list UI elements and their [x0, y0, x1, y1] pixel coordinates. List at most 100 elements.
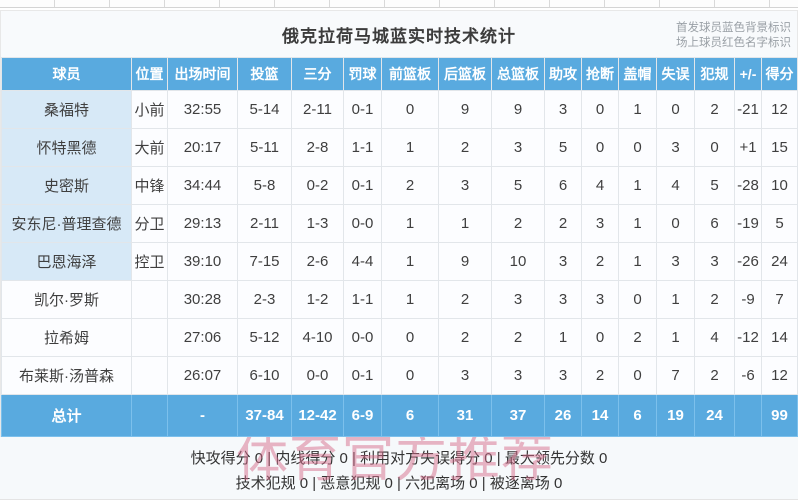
totals-cell: 6-9 [343, 394, 382, 437]
stat-cell: 20:17 [167, 128, 238, 167]
stat-cell [131, 280, 168, 319]
stat-cell: 1 [618, 204, 657, 243]
column-header-fg: 投篮 [237, 57, 292, 91]
player-row: 巴恩海泽 控卫 39:10 7-15 2-6 4-4 1 9 10 3 2 1 … [1, 242, 798, 281]
player-name: 布莱斯·汤普森 [1, 356, 132, 395]
player-row: 怀特黑德 大前 20:17 5-11 2-8 1-1 1 2 3 5 0 0 3… [1, 128, 798, 167]
stat-cell: 3 [491, 128, 545, 167]
player-name: 巴恩海泽 [1, 242, 132, 281]
stat-cell: 32:55 [167, 90, 238, 129]
player-row: 拉希姆 27:06 5-12 4-10 0-0 0 2 2 1 0 2 1 4 … [1, 318, 798, 357]
stat-cell: 0-0 [343, 318, 382, 357]
stat-cell: 3 [656, 242, 695, 281]
totals-row: 总计 - 37-84 12-42 6-9 6 31 37 26 14 6 19 … [1, 394, 798, 437]
stat-cell: 5 [694, 166, 735, 205]
stat-cell [131, 356, 168, 395]
stat-cell: 1 [438, 204, 492, 243]
stat-cell: 30:28 [167, 280, 238, 319]
stat-cell: 0 [381, 356, 439, 395]
stat-cell: 7 [761, 280, 798, 319]
stat-cell: -19 [734, 204, 762, 243]
stat-cell: 4 [694, 318, 735, 357]
stat-cell: 3 [544, 280, 582, 319]
stat-cell [131, 318, 168, 357]
totals-cell: 6 [618, 394, 657, 437]
stat-cell: 0 [618, 128, 657, 167]
stat-cell: 0 [694, 128, 735, 167]
stat-cell: 大前 [131, 128, 168, 167]
header-row: 球员 位置 出场时间 投篮 三分 罚球 前篮板 后篮板 总篮板 助攻 抢断 盖帽… [1, 57, 798, 91]
totals-cell [734, 394, 762, 437]
stat-cell: 24 [761, 242, 798, 281]
totals-cell: 26 [544, 394, 582, 437]
stat-cell: 2 [694, 356, 735, 395]
totals-cell: 37 [491, 394, 545, 437]
stat-cell: 6 [544, 166, 582, 205]
stat-cell: 7 [656, 356, 695, 395]
totals-cell: 24 [694, 394, 735, 437]
stat-cell: 1 [544, 318, 582, 357]
stat-cell: 2-11 [291, 90, 344, 129]
stat-cell: 0 [618, 280, 657, 319]
stat-cell: 0 [381, 318, 439, 357]
stat-cell: 26:07 [167, 356, 238, 395]
stat-cell: 2-3 [237, 280, 292, 319]
stat-cell: 2 [381, 166, 439, 205]
totals-cell: 19 [656, 394, 695, 437]
stat-cell: -28 [734, 166, 762, 205]
stat-cell: 0 [581, 318, 619, 357]
column-header-ft: 罚球 [343, 57, 382, 91]
legend-note-oncourt: 场上球员红色名字标识 [676, 37, 791, 49]
player-name: 安东尼·普理查德 [1, 204, 132, 243]
stat-cell: 1-3 [291, 204, 344, 243]
stat-cell: 27:06 [167, 318, 238, 357]
stat-cell: -6 [734, 356, 762, 395]
stat-cell: 5-14 [237, 90, 292, 129]
totals-cell: 31 [438, 394, 492, 437]
column-header-oreb: 前篮板 [381, 57, 439, 91]
stat-cell: 0-0 [291, 356, 344, 395]
totals-cell [131, 394, 168, 437]
stat-cell: 2 [581, 242, 619, 281]
stat-cell: 29:13 [167, 204, 238, 243]
player-name: 怀特黑德 [1, 128, 132, 167]
stat-cell: 1 [656, 280, 695, 319]
stat-cell: 分卫 [131, 204, 168, 243]
stat-cell: 12 [761, 356, 798, 395]
stat-cell: 0 [618, 356, 657, 395]
stat-cell: 2-8 [291, 128, 344, 167]
stat-cell: 2 [694, 280, 735, 319]
stat-cell: 5 [544, 128, 582, 167]
player-row: 安东尼·普理查德 分卫 29:13 2-11 1-3 0-0 1 1 2 2 3… [1, 204, 798, 243]
stat-cell: 0 [581, 90, 619, 129]
stat-cell: 3 [491, 356, 545, 395]
column-header-player: 球员 [1, 57, 132, 91]
column-header-position: 位置 [131, 57, 168, 91]
column-header-treb: 总篮板 [491, 57, 545, 91]
stat-cell: 9 [438, 90, 492, 129]
stat-cell: 9 [491, 90, 545, 129]
stat-cell: 34:44 [167, 166, 238, 205]
stat-cell: 2 [438, 128, 492, 167]
stats-table: 球员 位置 出场时间 投篮 三分 罚球 前篮板 后篮板 总篮板 助攻 抢断 盖帽… [1, 57, 798, 437]
stat-cell: -9 [734, 280, 762, 319]
stat-cell: 2-11 [237, 204, 292, 243]
stat-cell: 6 [694, 204, 735, 243]
column-header-minutes: 出场时间 [167, 57, 238, 91]
player-row: 史密斯 中锋 34:44 5-8 0-2 0-1 2 3 5 6 4 1 4 5… [1, 166, 798, 205]
stat-cell: 2 [438, 280, 492, 319]
stat-cell: 4 [656, 166, 695, 205]
stat-cell: 5-11 [237, 128, 292, 167]
stat-cell: 2 [491, 318, 545, 357]
extra-stats-line-1: 快攻得分 0 | 内线得分 0 | 利用对方失误得分 0 | 最大领先分数 0 [190, 450, 608, 467]
stat-cell: 0-1 [343, 90, 382, 129]
stat-cell: 3 [544, 90, 582, 129]
totals-cell: 14 [581, 394, 619, 437]
column-header-pts: 得分 [761, 57, 798, 91]
player-row: 布莱斯·汤普森 26:07 6-10 0-0 0-1 0 3 3 3 2 0 7… [1, 356, 798, 395]
stat-cell: 0-2 [291, 166, 344, 205]
stat-cell: 1 [618, 242, 657, 281]
stat-cell: 1-1 [343, 280, 382, 319]
totals-cell: 12-42 [291, 394, 344, 437]
stat-cell: 3 [438, 166, 492, 205]
